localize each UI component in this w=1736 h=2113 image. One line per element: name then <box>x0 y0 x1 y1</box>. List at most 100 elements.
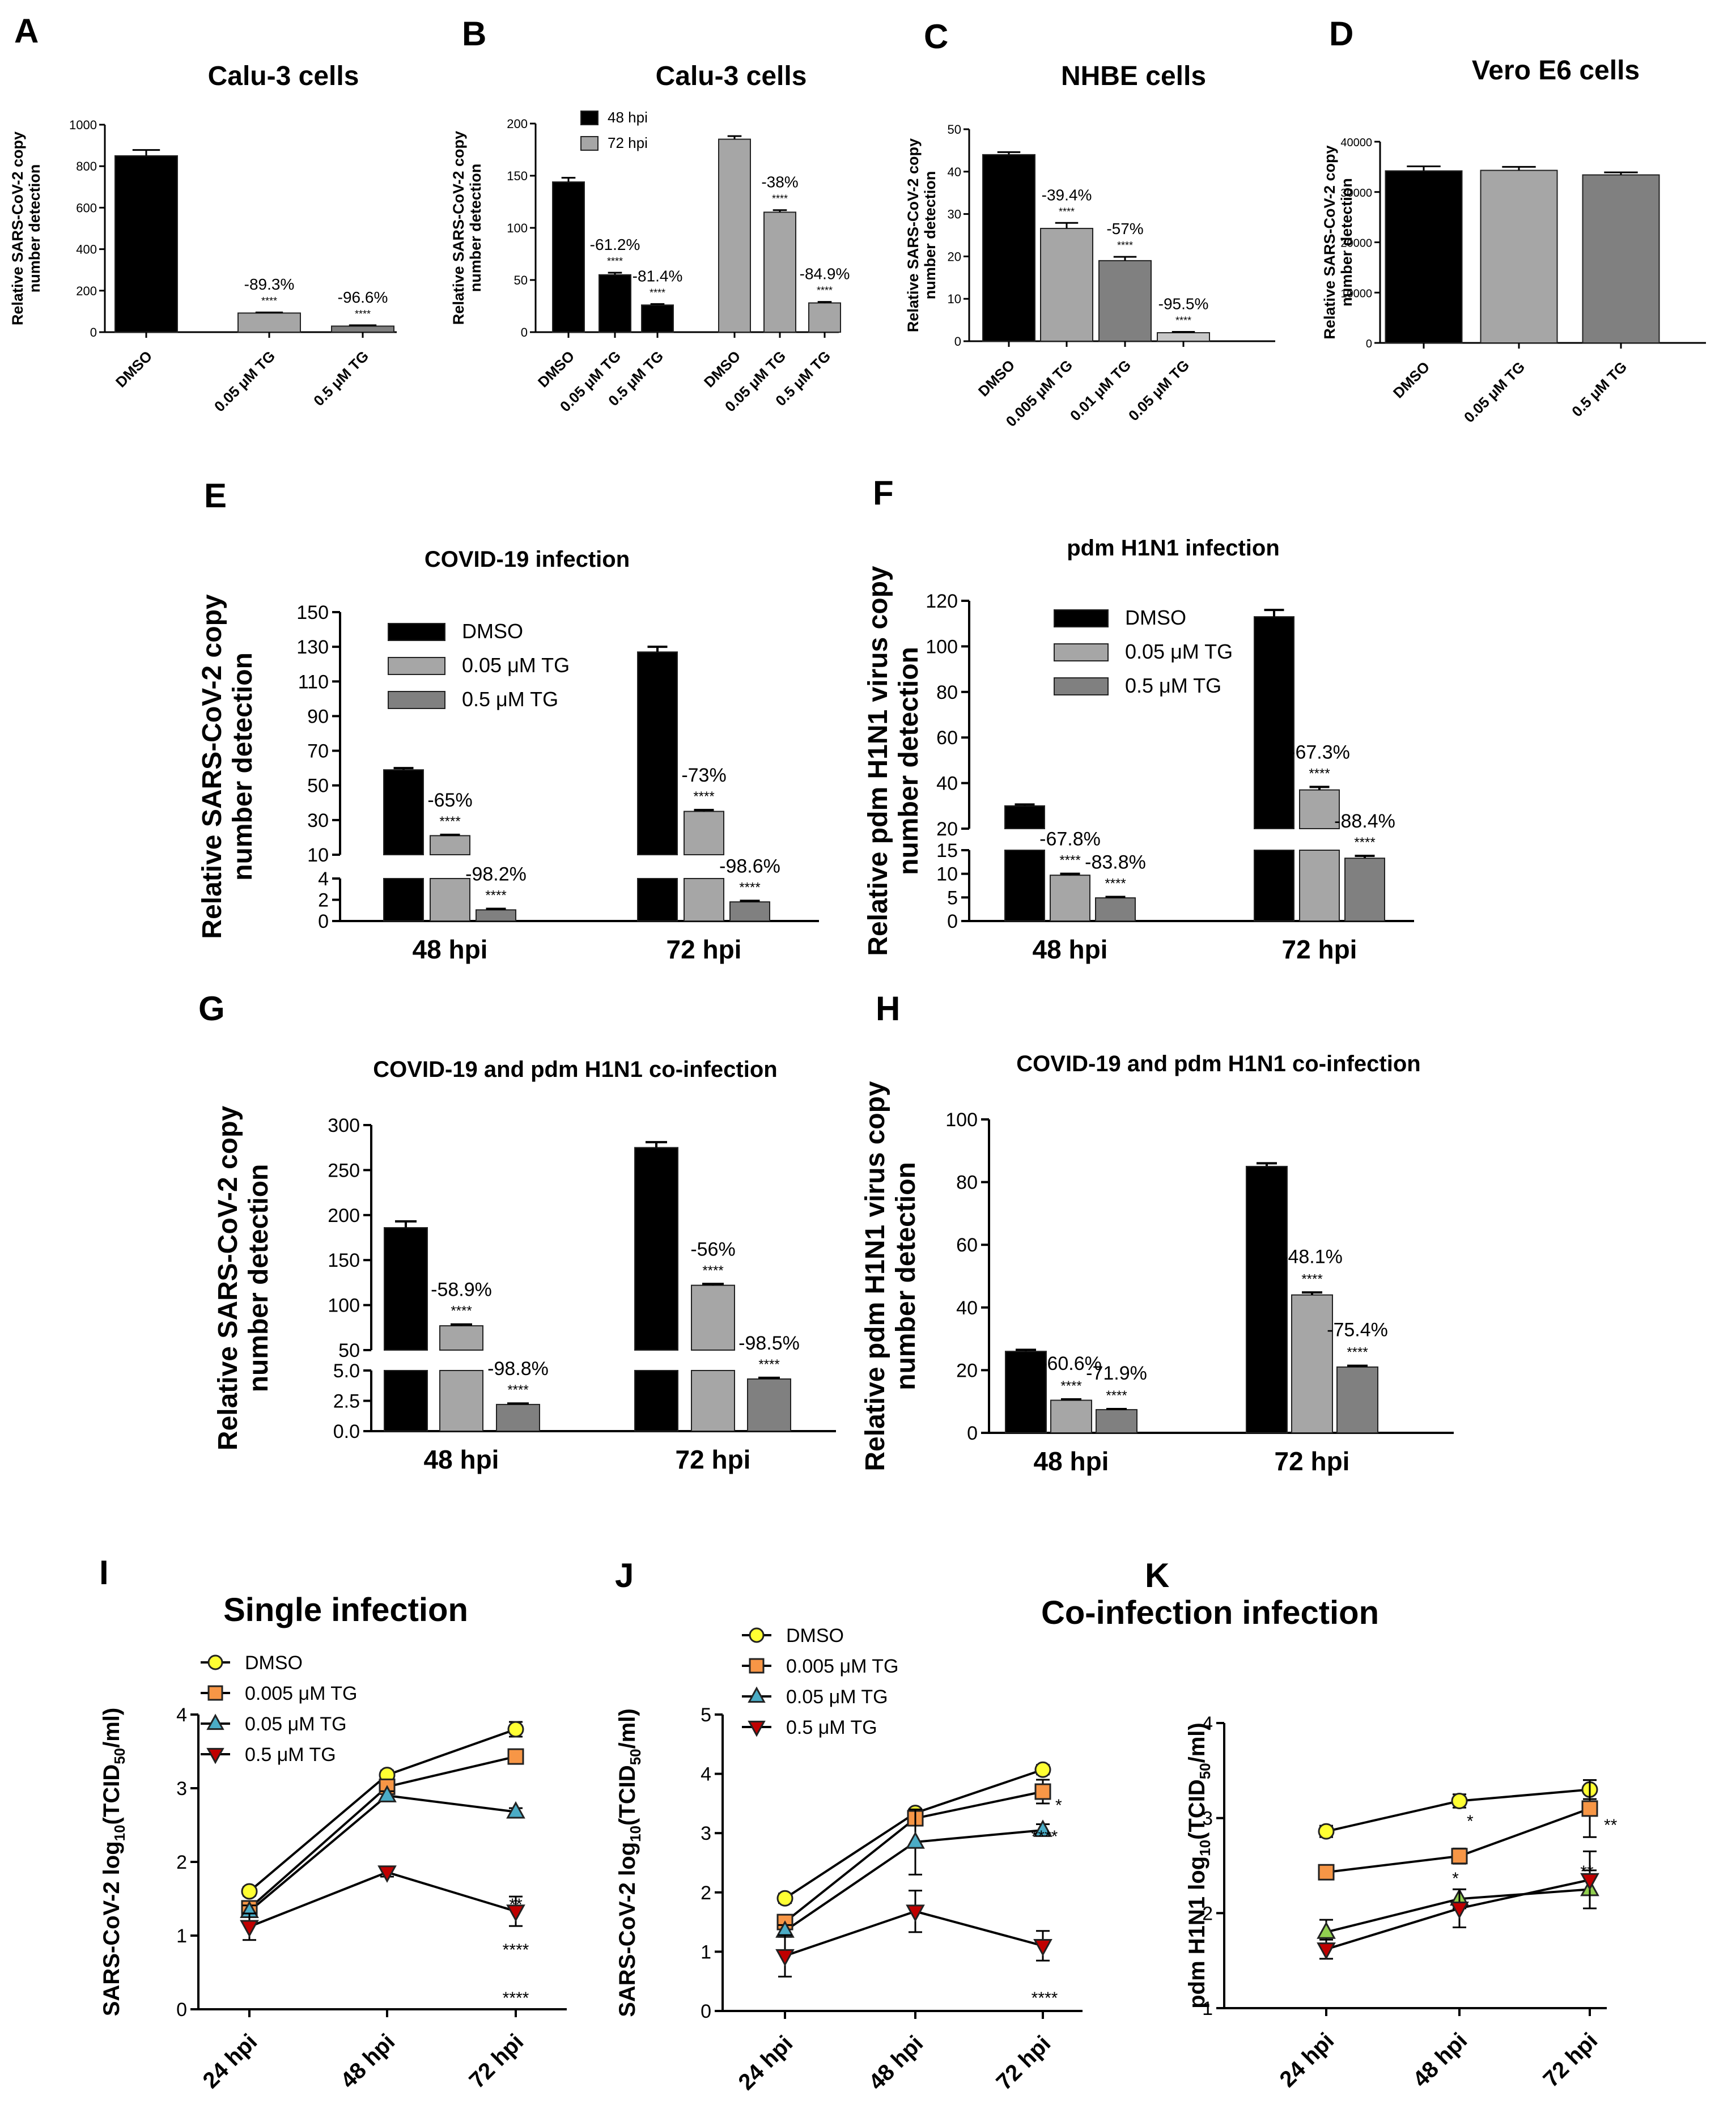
y-tick-label: 60 <box>956 1234 978 1256</box>
bar <box>1096 1409 1137 1433</box>
y-axis-label: Relative pdm H1N1 virus copy <box>860 1081 890 1471</box>
x-tick-label: DMSO <box>1390 358 1433 401</box>
marker-triangle-down <box>1450 1902 1469 1919</box>
x-tick-label: 0.05 μM TG <box>1125 357 1192 424</box>
bar-lower <box>384 1370 428 1432</box>
marker-square <box>1451 1848 1468 1865</box>
legend-swatch <box>388 691 445 709</box>
annotation-pct: -39.4% <box>1042 186 1092 203</box>
annotation-sig: **** <box>451 1304 472 1319</box>
bar-upper <box>439 1325 483 1351</box>
x-tick-label: 48 hpi <box>336 2029 400 2093</box>
y-tick-label: 100 <box>945 1109 978 1131</box>
legend-label: DMSO <box>245 1652 303 1674</box>
marker-triangle-down <box>377 1865 397 1883</box>
y-tick-label: 0 <box>1366 338 1372 350</box>
annotation-sig: **** <box>485 888 506 903</box>
y-tick-label: 1 <box>1202 1998 1213 2019</box>
annotation-pct: -81.4% <box>633 267 683 285</box>
significance-label: **** <box>503 1941 529 1959</box>
significance-label: **** <box>1032 1827 1058 1846</box>
marker-triangle-down <box>1580 1873 1599 1891</box>
panel-letter-h: H <box>876 990 900 1028</box>
y-tick-label: 40 <box>948 165 961 179</box>
marker-circle <box>207 1654 223 1670</box>
bar <box>1582 174 1660 343</box>
y-tick-label: 5.0 <box>333 1360 360 1382</box>
x-tick-label: DMSO <box>534 347 578 391</box>
y-tick-label: 10000 <box>1340 287 1372 300</box>
x-tick-label: DMSO <box>112 347 155 391</box>
x-tick-label: 24 hpi <box>734 2031 798 2095</box>
bar <box>1385 170 1463 343</box>
series-line <box>248 1794 516 1912</box>
marker-circle <box>1034 1761 1051 1778</box>
annotation-sig: **** <box>439 814 460 829</box>
y-axis-label: SARS-CoV-2 log10(TCID50/ml) <box>615 1708 644 2017</box>
legend-swatch <box>1054 609 1109 627</box>
chart-title: COVID-19 and pdm H1N1 co-infection <box>373 1057 777 1082</box>
marker-circle <box>749 1627 765 1643</box>
bar-upper <box>1254 616 1294 829</box>
annotation-pct: -67.3% <box>1289 741 1350 763</box>
chart-title: COVID-19 infection <box>425 547 630 572</box>
marker-triangle-down <box>506 1904 525 1922</box>
y-tick-label: 50 <box>514 273 528 287</box>
y-tick-label: 0 <box>521 325 528 340</box>
y-tick-label: 2.5 <box>333 1391 360 1412</box>
marker-triangle-down <box>240 1920 259 1938</box>
y-tick-label: 30 <box>948 207 961 222</box>
bar <box>641 304 674 333</box>
y-tick-label: 1000 <box>69 118 97 132</box>
y-tick-label: 4 <box>318 868 329 890</box>
marker-triangle-down <box>1033 1939 1052 1957</box>
x-tick-label: 0.05 μM TG <box>211 347 278 415</box>
bar-upper <box>634 1147 678 1351</box>
bar <box>599 274 631 333</box>
y-tick-label: 200 <box>328 1205 360 1227</box>
y-tick-label: 200 <box>507 117 528 131</box>
x-tick-label: 72 hpi <box>676 1445 751 1474</box>
x-tick-label: 72 hpi <box>1539 2028 1603 2092</box>
legend-label: 0.05 μM TG <box>1125 640 1233 663</box>
significance-label: **** <box>1032 1989 1058 2008</box>
annotation-pct: -84.9% <box>800 265 850 283</box>
y-tick-label: 10 <box>307 845 329 866</box>
x-tick-label: 0.5 μM TG <box>310 347 372 409</box>
y-tick-label: 2 <box>1202 1903 1213 1924</box>
bar <box>1098 260 1152 342</box>
bar-upper <box>1299 789 1340 830</box>
annotation-sig: **** <box>1175 315 1191 326</box>
annotation-sig: **** <box>507 1382 528 1398</box>
annotation-pct: -98.5% <box>738 1333 800 1354</box>
y-tick-label: 10 <box>948 292 961 306</box>
y-axis-label: Relative SARS-CoV-2 copy <box>213 1106 243 1450</box>
marker-triangle-up <box>506 1801 525 1819</box>
y-tick-label: 130 <box>296 637 329 658</box>
bar-lower <box>684 878 724 922</box>
legend-swatch <box>580 111 599 125</box>
x-tick-label: 48 hpi <box>413 935 488 964</box>
annotation-pct: -56% <box>690 1238 735 1260</box>
annotation-pct: -60.6% <box>1041 1353 1102 1374</box>
marker-triangle-up <box>748 1686 766 1703</box>
annotation-pct: -71.9% <box>1086 1363 1147 1384</box>
legend-swatch <box>1054 677 1109 695</box>
significance-label: ** <box>1580 1862 1594 1881</box>
y-tick-label: 110 <box>298 671 329 693</box>
y-tick-label: 150 <box>296 602 329 623</box>
bar <box>331 325 394 333</box>
marker-triangle-down <box>748 1720 766 1737</box>
bar <box>1040 228 1093 342</box>
y-tick-label: 30 <box>307 810 329 831</box>
y-tick-label: 4 <box>1202 1713 1213 1734</box>
bar <box>1050 1399 1092 1434</box>
bar-lower <box>383 878 424 922</box>
bar-upper <box>637 651 678 856</box>
annotation-sig: **** <box>1060 1378 1081 1394</box>
shared-title: Co-infection infection <box>1041 1594 1379 1631</box>
x-tick-label: 0.01 μM TG <box>1067 357 1134 424</box>
y-axis-label: pdm H1N1 log10(TCID50/ml) <box>1185 1722 1213 2009</box>
marker-triangle-down <box>775 1949 795 1967</box>
panel-letter-j: J <box>615 1556 634 1594</box>
